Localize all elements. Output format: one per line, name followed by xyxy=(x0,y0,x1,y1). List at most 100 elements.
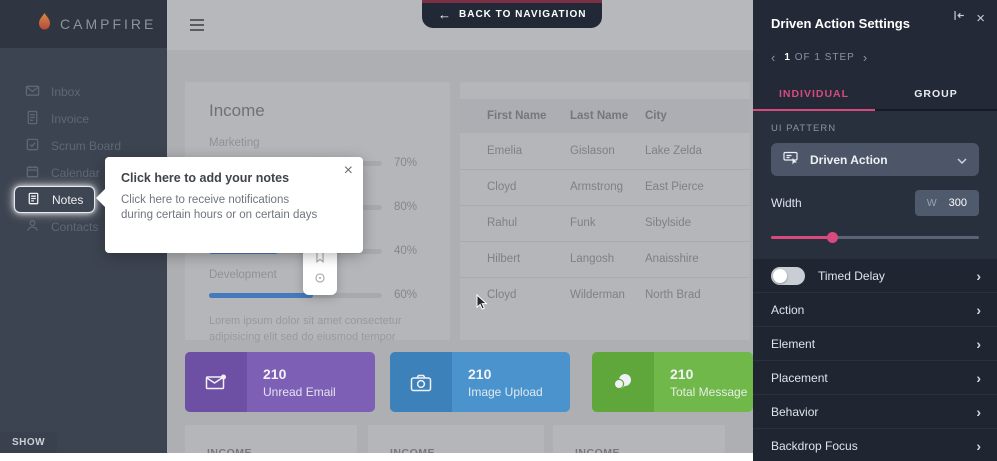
tab-group[interactable]: GROUP xyxy=(875,78,997,111)
cell-last-name: Wilderman xyxy=(570,289,625,302)
back-to-navigation-button[interactable]: ← BACK TO NAVIGATION xyxy=(422,0,603,28)
timed-delay-label: Timed Delay xyxy=(818,268,885,283)
sidebar-item-calendar[interactable]: Calendar xyxy=(14,159,111,186)
step-prev-icon[interactable]: ‹ xyxy=(771,50,777,65)
width-value-box[interactable]: W 300 xyxy=(914,190,979,216)
step-text: OF 1 STEP xyxy=(794,52,855,63)
chevron-right-icon: › xyxy=(976,437,981,454)
timed-delay-row[interactable]: Timed Delay › xyxy=(753,259,997,293)
notes-icon xyxy=(26,191,41,209)
sidebar-item-label: Calendar xyxy=(51,165,100,180)
chat-bubbles-icon xyxy=(592,352,654,412)
stat-label: Unread Email xyxy=(263,384,336,399)
accordion-placement[interactable]: Placement › xyxy=(753,361,997,395)
chevron-right-icon: › xyxy=(976,403,981,420)
ui-pattern-value: Driven Action xyxy=(810,152,888,167)
tab-individual[interactable]: INDIVIDUAL xyxy=(753,78,875,111)
timed-delay-toggle[interactable] xyxy=(771,266,805,285)
cell-city: Lake Zelda xyxy=(645,133,750,170)
close-panel-icon[interactable]: × xyxy=(976,9,985,27)
sidebar-item-contacts[interactable]: Contacts xyxy=(14,213,109,240)
stat-value: 210 xyxy=(263,365,287,382)
chevron-right-icon: › xyxy=(976,335,981,352)
table-row: Emelia Gislason Lake Zelda xyxy=(460,133,750,170)
accordion-label: Behavior xyxy=(771,404,819,419)
tooltip-title: Click here to add your notes xyxy=(121,171,290,185)
income-widget-card: INCOME xyxy=(368,425,544,453)
progress-value: 80% xyxy=(394,201,418,213)
slider-track xyxy=(771,236,979,239)
inbox-icon xyxy=(25,83,40,101)
accordion-action[interactable]: Action › xyxy=(753,293,997,327)
accordion-behavior[interactable]: Behavior › xyxy=(753,395,997,429)
chevron-down-icon xyxy=(957,151,967,169)
stat-card-unread-email: 210 Unread Email xyxy=(185,352,375,412)
chevron-right-icon: › xyxy=(976,301,981,318)
income-widget-card: INCOME xyxy=(185,425,357,453)
sidebar-item-label: Scrum Board xyxy=(51,138,122,153)
accordion-backdrop-focus[interactable]: Backdrop Focus › xyxy=(753,429,997,461)
pattern-section: UI PATTERN Driven Action Width W 300 xyxy=(753,111,997,259)
cell-city: Sibylside xyxy=(645,205,750,242)
widget-title: INCOME xyxy=(207,447,252,453)
sidebar-item-label: Inbox xyxy=(51,84,81,99)
hamburger-menu-icon[interactable] xyxy=(190,19,204,34)
sidebar-item-notes[interactable]: Notes xyxy=(14,186,96,213)
sidebar-item-label: Notes xyxy=(52,192,84,207)
cell-city: East Pierce xyxy=(645,169,750,206)
table-row: Cloyd Armstrong East Pierce xyxy=(460,169,750,206)
sidebar-item-label: Invoice xyxy=(51,111,90,126)
table-row: Hilbert Langosh Anaisshire xyxy=(460,241,750,278)
accordion-label: Action xyxy=(771,302,805,317)
slider-thumb[interactable] xyxy=(827,232,839,243)
cell-first-name: Hilbert xyxy=(460,241,570,278)
contacts-icon xyxy=(25,218,40,236)
invoice-icon xyxy=(25,110,40,128)
people-table: First Name Last Name City Emelia Gislason… xyxy=(460,99,750,313)
panel-title: Driven Action Settings xyxy=(771,16,910,31)
flame-logo-icon xyxy=(38,13,51,35)
stat-card-image-upload: 210 Image Upload xyxy=(390,352,570,412)
target-icon[interactable] xyxy=(313,271,327,290)
cell-last-name: Armstrong xyxy=(570,169,645,206)
accordion-label: Backdrop Focus xyxy=(771,438,858,453)
tour-tooltip: × Click here to add your notes Click her… xyxy=(96,157,363,253)
sidebar-item-inbox[interactable]: Inbox xyxy=(14,78,91,105)
sidebar-item-scrum-board[interactable]: Scrum Board xyxy=(14,132,132,159)
step-next-icon[interactable]: › xyxy=(862,50,869,65)
chevron-right-icon: › xyxy=(976,369,981,386)
table-row: Cloyd Wilderman North Brad xyxy=(460,277,750,313)
cell-last-name: Langosh xyxy=(570,241,645,278)
main-content: Income Marketing 70% 80% 40% Development… xyxy=(167,0,753,453)
progress-track xyxy=(209,292,382,298)
calendar-icon xyxy=(25,164,40,182)
widget-title: INCOME xyxy=(575,447,620,453)
stat-card-total-message: 210 Total Message xyxy=(592,352,753,412)
close-icon[interactable]: × xyxy=(343,162,353,179)
cell-last-name: Gislason xyxy=(570,133,645,170)
progress-fill xyxy=(209,292,313,298)
settings-rows: Timed Delay › Action › Element › Placeme… xyxy=(753,259,997,461)
show-badge[interactable]: SHOW xyxy=(0,432,58,453)
tooltip-body: Click here to receive notifications duri… xyxy=(121,194,318,221)
stat-label: Image Upload xyxy=(468,384,543,399)
widget-title: INCOME xyxy=(390,447,435,453)
table-row: Rahul Funk Sibylside xyxy=(460,205,750,242)
sidebar-item-invoice[interactable]: Invoice xyxy=(14,105,100,132)
step-current: 1 xyxy=(784,52,791,63)
column-header: First Name xyxy=(460,99,570,133)
width-value: 300 xyxy=(948,197,967,209)
ui-pattern-label: UI PATTERN xyxy=(771,123,837,134)
accordion-element[interactable]: Element › xyxy=(753,327,997,361)
cell-last-name: Funk xyxy=(570,205,645,242)
width-slider[interactable] xyxy=(771,232,979,243)
scrum-board-icon xyxy=(25,137,40,155)
sidebar-menu: Inbox Invoice Scrum Board Calendar Notes… xyxy=(0,78,167,240)
collapse-panel-icon[interactable] xyxy=(952,9,966,27)
people-table-card: First Name Last Name City Emelia Gislason… xyxy=(460,82,750,340)
ui-pattern-dropdown[interactable]: Driven Action xyxy=(771,143,979,176)
income-description: Lorem ipsum dolor sit amet consectetur a… xyxy=(209,315,402,343)
back-button-label: BACK TO NAVIGATION xyxy=(459,8,587,20)
brand-name: CAMPFIRE xyxy=(60,16,157,32)
envelope-icon xyxy=(185,352,247,412)
